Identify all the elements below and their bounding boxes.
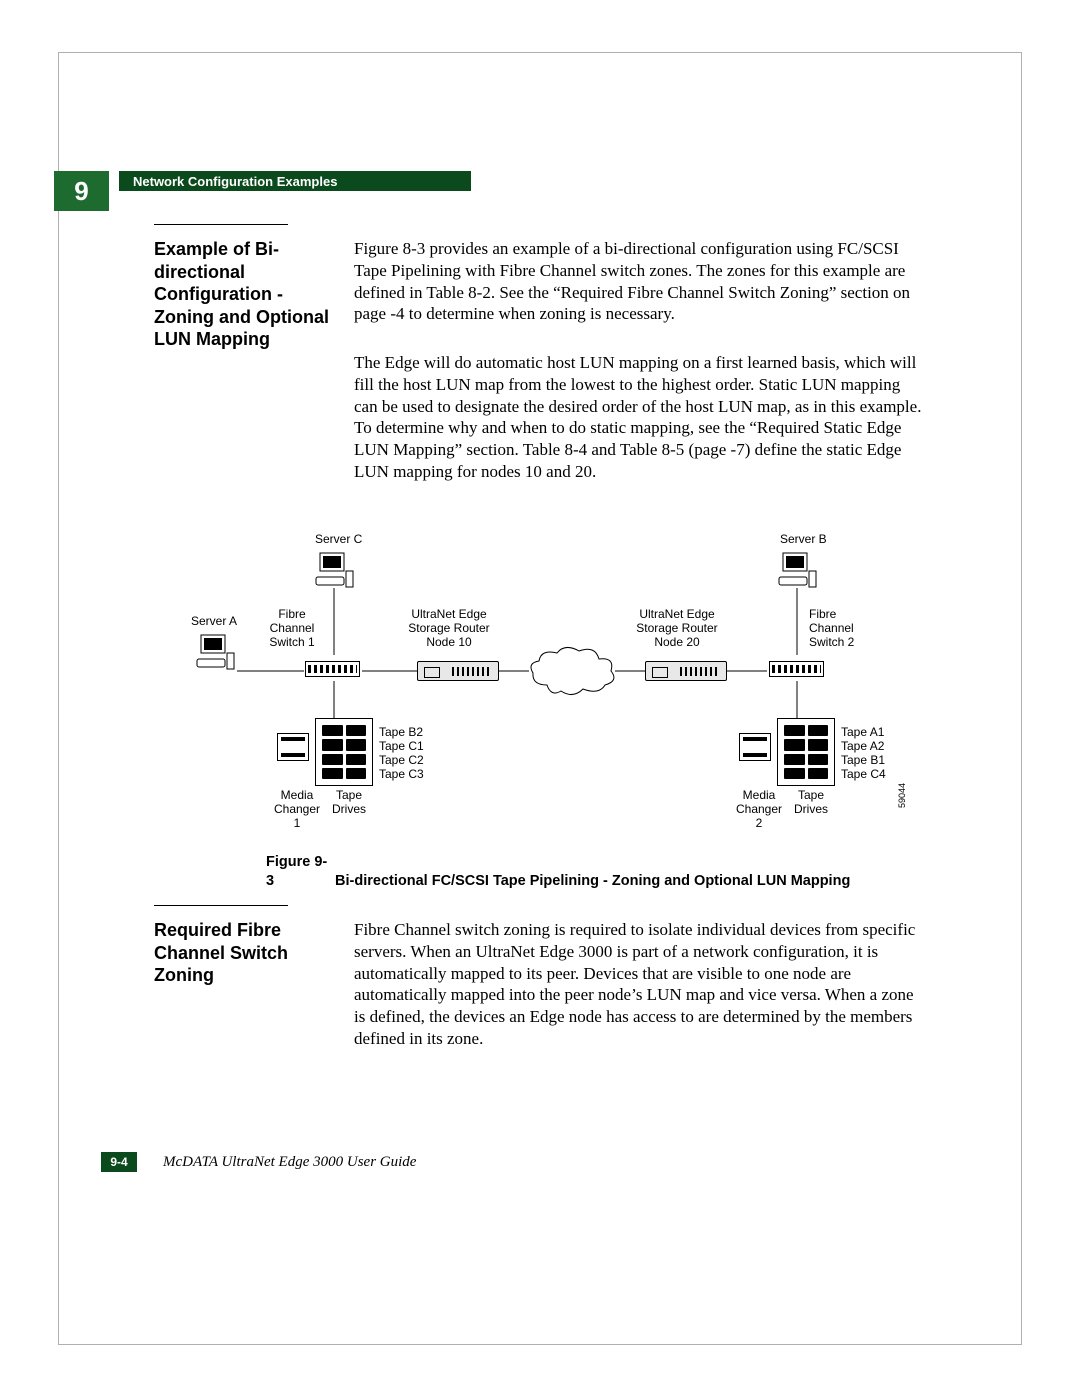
section2-heading: Required Fibre Channel Switch Zoning [154,919,339,987]
figure-number: Figure 9-3 [266,853,331,891]
page-frame: 9 Network Configuration Examples Example… [58,52,1022,1345]
section1-para1: Figure 8-3 provides an example of a bi-d… [354,238,922,325]
label-drives1: Tape Drives [327,789,371,817]
section-rule [154,224,288,225]
section1-para2: The Edge will do automatic host LUN mapp… [354,352,922,483]
media-changer-2-icon [739,733,771,761]
tape-drives-right-icon [777,718,835,786]
label-fcs2: Fibre Channel Switch 2 [809,608,869,649]
media-changer-1-icon [277,733,309,761]
footer-page-badge: 9-4 [101,1152,137,1172]
figure-diagram: Server C Server B Server A Fibre Channel… [177,533,922,823]
label-server-a: Server A [191,615,237,629]
footer-page-number: 9-4 [110,1155,127,1169]
router-node10-icon [417,661,499,681]
switch2-icon [769,661,824,677]
diagram-code: 59044 [897,783,907,808]
label-tapes-left: Tape B2 Tape C1 Tape C2 Tape C3 [379,725,424,782]
label-tapes-right: Tape A1 Tape A2 Tape B1 Tape C4 [841,725,886,782]
label-media2: Media Changer 2 [731,789,787,830]
figure-caption: Figure 9-3 Bi-directional FC/SCSI Tape P… [266,853,916,891]
label-server-b: Server B [780,533,827,547]
label-fcs1: Fibre Channel Switch 1 [262,608,322,649]
footer-book-title: McDATA UltraNet Edge 3000 User Guide [163,1154,416,1171]
switch1-icon [305,661,360,677]
cloud-icon [527,645,617,697]
chapter-title: Network Configuration Examples [133,174,337,189]
label-server-c: Server C [315,533,362,547]
label-media1: Media Changer 1 [269,789,325,830]
tape-drives-left-icon [315,718,373,786]
router-node20-icon [645,661,727,681]
figure-caption-text: Bi-directional FC/SCSI Tape Pipelining -… [335,873,850,889]
server-a-icon [195,631,235,671]
server-c-icon [314,549,354,589]
chapter-header-bar: Network Configuration Examples [119,171,471,191]
chapter-number: 9 [74,176,88,207]
section1-heading: Example of Bi-directional Configuration … [154,238,334,351]
chapter-number-badge: 9 [54,171,109,211]
server-b-icon [777,549,817,589]
section2-para: Fibre Channel switch zoning is required … [354,919,922,1050]
label-node10: UltraNet Edge Storage Router Node 10 [399,608,499,649]
label-drives2: Tape Drives [789,789,833,817]
section2-rule [154,905,288,906]
label-node20: UltraNet Edge Storage Router Node 20 [627,608,727,649]
